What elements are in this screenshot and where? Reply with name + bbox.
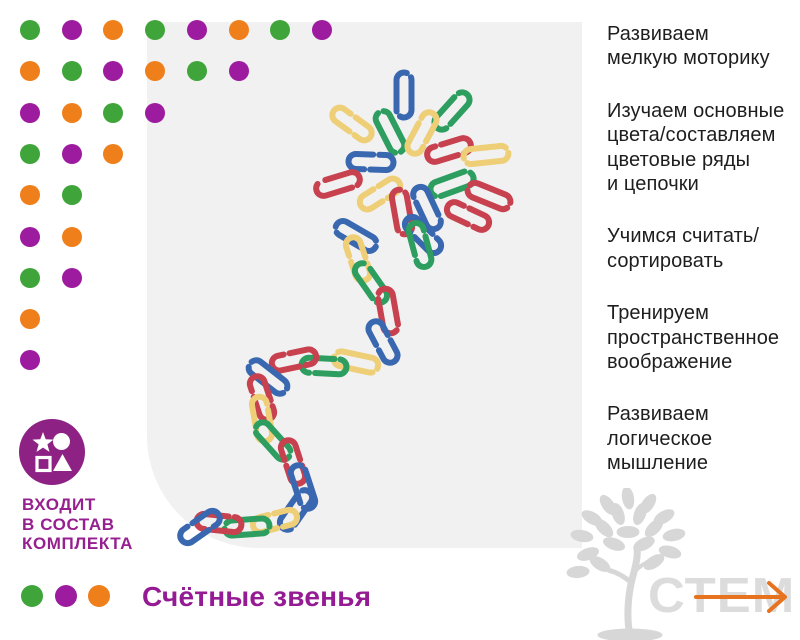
benefit-item: Развиваем мелкую моторику — [607, 23, 770, 70]
decorative-dot — [228, 61, 249, 82]
benefit-item: Развиваем логическое мышление — [607, 403, 713, 475]
circle-icon — [53, 433, 70, 450]
benefit-item: Тренируем пространственное воображение — [607, 302, 780, 374]
decorative-dot — [20, 102, 40, 123]
decorative-dot — [145, 20, 166, 40]
decorative-dot — [20, 185, 40, 206]
product-image-panel — [147, 22, 582, 548]
kit-badge-label: ВХОДИТ В СОСТАВ КОМПЛЕКТА — [22, 495, 133, 554]
decorative-dot — [20, 309, 40, 330]
kit-badge-label-line: В СОСТАВ — [22, 514, 115, 534]
shapes-icon — [19, 419, 85, 485]
decorative-dot — [61, 20, 82, 40]
decorative-dot — [145, 102, 166, 123]
footer-dot — [88, 585, 111, 607]
kit-badge — [19, 419, 85, 490]
benefits-list: Развиваем мелкую моторику Изучаем основны… — [607, 22, 797, 504]
decorative-dot — [61, 102, 82, 123]
decorative-dot — [61, 61, 82, 82]
decorative-dot — [61, 185, 82, 206]
decorative-dot — [186, 61, 207, 82]
stem-logo-watermark: СТЕМ — [558, 488, 800, 640]
decorative-dot — [228, 20, 249, 40]
decorative-dot — [103, 143, 124, 164]
decorative-dot — [61, 226, 82, 247]
benefit-item: Учимся считать/ сортировать — [607, 225, 760, 272]
product-title: Счётные звенья — [142, 581, 372, 612]
decorative-dot — [186, 20, 207, 40]
star-icon — [32, 432, 54, 452]
benefit-item: Изучаем основные цвета/составляем цветов… — [607, 99, 785, 196]
square-icon — [35, 455, 52, 473]
next-arrow-icon[interactable] — [690, 578, 794, 618]
decorative-dot — [61, 143, 82, 164]
decorative-dot — [311, 20, 332, 40]
tree-icon — [566, 488, 686, 640]
decorative-dot — [20, 61, 40, 82]
footer-dot — [54, 585, 77, 607]
kit-badge-label-line: ВХОДИТ — [22, 495, 96, 514]
kit-badge-label-line: КОМПЛЕКТА — [22, 534, 134, 553]
decorative-dot — [20, 350, 40, 371]
decorative-dot — [103, 102, 124, 123]
decorative-dot — [270, 20, 291, 40]
decorative-dot — [145, 61, 166, 82]
footer-dot — [21, 585, 43, 607]
triangle-icon — [53, 454, 72, 471]
decorative-dot — [20, 226, 40, 247]
decorative-dot — [103, 61, 124, 82]
decorative-dot — [20, 20, 40, 40]
decorative-dot — [61, 267, 82, 288]
decorative-dot — [20, 143, 40, 164]
decorative-dot — [20, 267, 40, 288]
decorative-dot — [103, 20, 124, 40]
